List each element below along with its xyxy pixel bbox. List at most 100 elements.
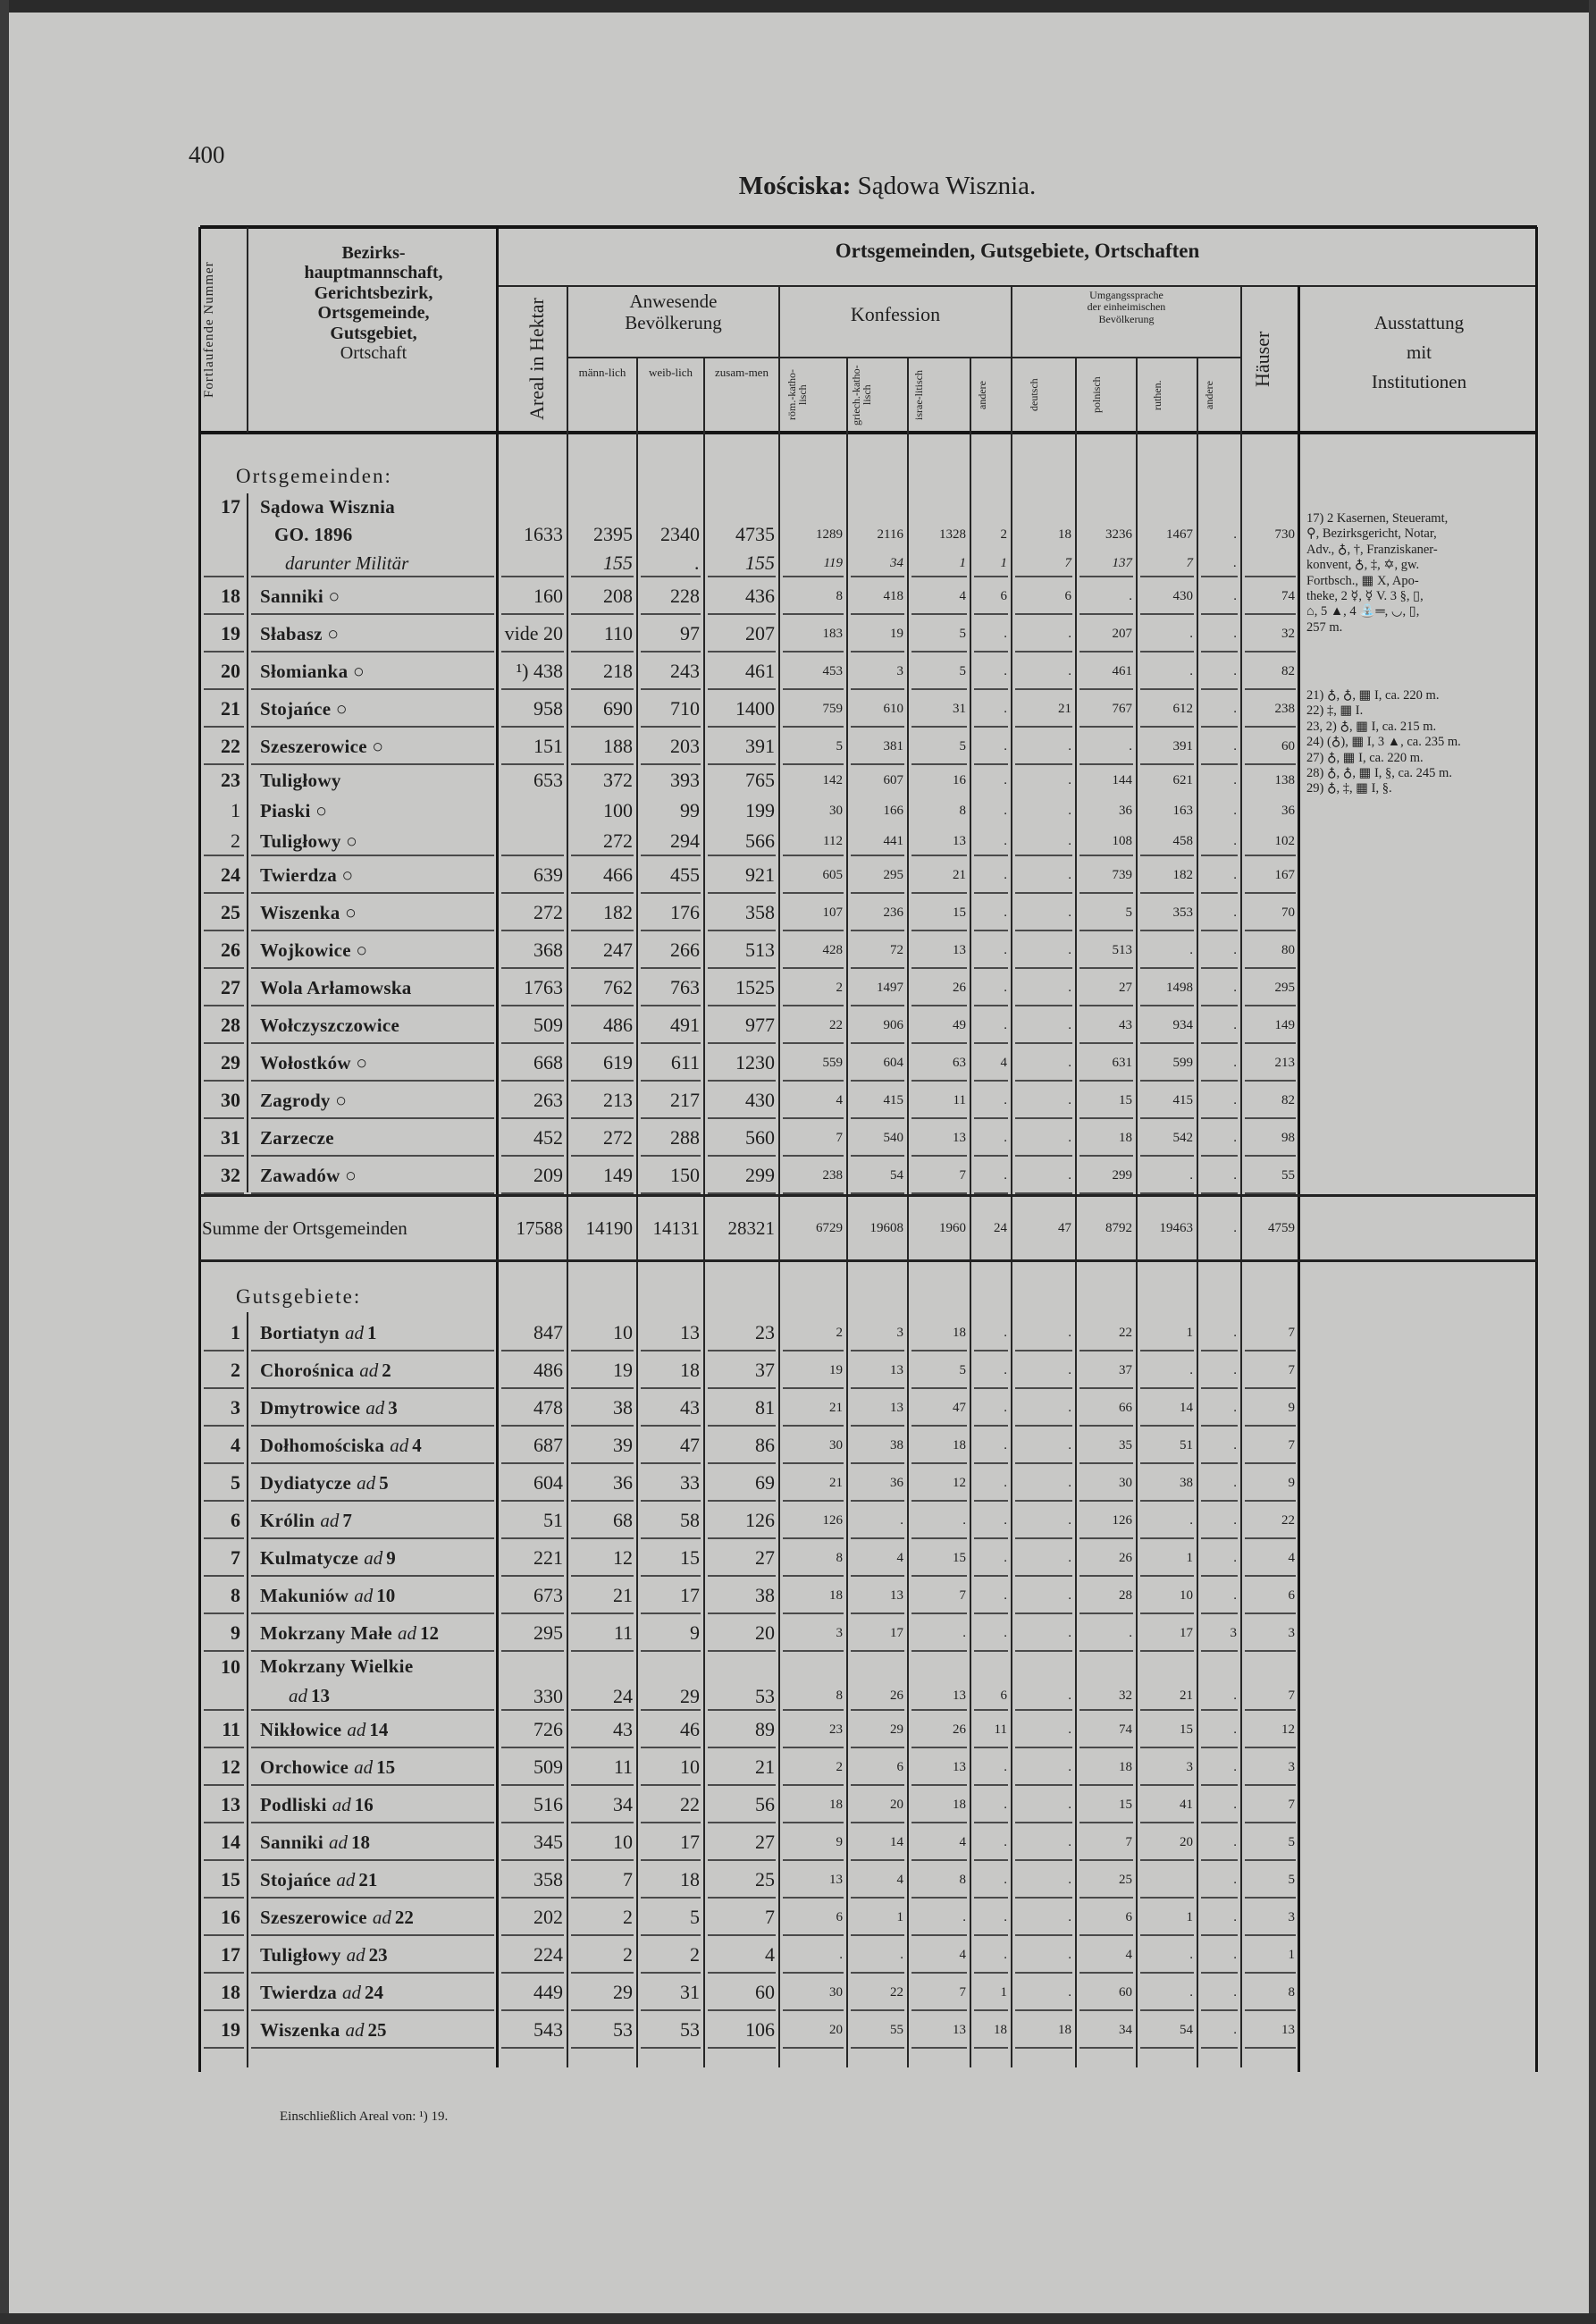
value-cell: 1 xyxy=(1137,1539,1197,1577)
value-cell: 6 xyxy=(847,1748,908,1786)
value-cell: 18 xyxy=(908,1314,970,1351)
header-ausstattung-line: Ausstattung xyxy=(1373,312,1465,333)
value-cell: 81 xyxy=(704,1389,779,1427)
value-cell xyxy=(1137,1652,1197,1681)
value-cell: 509 xyxy=(498,1748,567,1786)
value-cell: 14190 xyxy=(585,1217,634,1239)
value-cell: 150 xyxy=(637,1157,704,1194)
value-cell: 2340 xyxy=(660,523,700,545)
value-cell xyxy=(498,493,567,520)
value-cell: 452 xyxy=(498,1119,567,1157)
column-rule xyxy=(703,358,705,433)
header-israelitisch: israe-litisch xyxy=(912,370,925,420)
ad-number: 9 xyxy=(386,1546,396,1569)
ausstattung-line: 29) ♁, ‡, ▦ I, §. xyxy=(1306,781,1392,796)
value-cell: 5 xyxy=(1076,894,1137,931)
value-cell: 60 xyxy=(1241,728,1299,765)
value-cell: 207 xyxy=(1076,615,1137,653)
column-rule xyxy=(1535,227,1538,433)
value-cell: 22 xyxy=(1076,1314,1137,1351)
column-rule xyxy=(247,493,248,1192)
row-name: Stojańce ○ xyxy=(248,690,498,728)
ausstattung-line: konvent, ♁, ‡, ✡, gw. xyxy=(1306,558,1420,573)
value-cell: 8 xyxy=(1241,1974,1299,2011)
value-cell: 14 xyxy=(847,1823,908,1861)
value-cell: . xyxy=(970,826,1012,856)
value-cell: 1 xyxy=(847,1899,908,1936)
value-cell: 12 xyxy=(567,1539,637,1577)
value-cell: 491 xyxy=(637,1006,704,1044)
value-cell: 38 xyxy=(704,1577,779,1614)
value-cell: 144 xyxy=(1112,772,1133,787)
value-cell: 18 xyxy=(908,1786,970,1823)
row-number: 32 xyxy=(200,1157,248,1194)
value-cell xyxy=(1241,493,1299,520)
value-cell: 21 xyxy=(567,1577,637,1614)
value-cell: . xyxy=(1004,803,1007,818)
row-name: Dydiatycze ad 5 xyxy=(248,1464,498,1502)
header-konfession: Konfession xyxy=(850,303,941,325)
value-cell: 20 xyxy=(704,1614,779,1652)
row-name: Podliski ad 16 xyxy=(248,1786,498,1823)
place-name: Twierdza xyxy=(260,1981,337,2003)
value-cell: . xyxy=(970,728,1012,765)
table-row: 20 Słomianka ○ ¹) 438 218 243 461 453 3 5.. 461..… xyxy=(200,653,1537,690)
place-name: Słomianka ○ xyxy=(260,660,365,682)
row-number: 9 xyxy=(200,1614,248,1652)
value-cell: 1525 xyxy=(704,969,779,1006)
ad-label: ad xyxy=(336,1868,356,1890)
ad-number: 22 xyxy=(394,1906,414,1928)
value-cell: 2 xyxy=(779,1748,847,1786)
ausstattung-cell xyxy=(1299,1502,1537,1539)
value-cell: 6 xyxy=(1076,1899,1137,1936)
value-cell: 182 xyxy=(567,894,637,931)
value-cell: 213 xyxy=(567,1082,637,1119)
column-rule xyxy=(1011,286,1012,433)
ad-number: 25 xyxy=(367,2018,387,2041)
place-name: Wołostków ○ xyxy=(260,1051,368,1074)
row-number xyxy=(200,1681,248,1711)
ausstattung-cell xyxy=(1299,1861,1537,1899)
value-cell: 391 xyxy=(1137,728,1197,765)
value-cell: 4 xyxy=(970,1044,1012,1082)
value-cell: 213 xyxy=(1241,1044,1299,1082)
value-cell: 8 xyxy=(908,1861,970,1899)
header-sprache: Umgangssprache der einheimischen Bevölke… xyxy=(1012,289,1241,325)
value-cell: 330 xyxy=(498,1681,567,1711)
table-row: 30 Zagrody ○ 263 213 217 430 4 415 11.. 15 415. 82 xyxy=(200,1082,1537,1119)
row-name: Sądowa Wisznia xyxy=(248,493,498,520)
row-number: 24 xyxy=(200,856,248,894)
value-cell: 5 xyxy=(908,728,970,765)
value-cell: 53 xyxy=(637,2011,704,2049)
value-cell xyxy=(908,493,970,520)
row-number: 12 xyxy=(200,1748,248,1786)
value-cell: 368 xyxy=(498,931,567,969)
ausstattung-cell xyxy=(1299,1748,1537,1786)
value-cell: . xyxy=(1137,1351,1197,1389)
header-griech-kath: griech.-katho-lisch xyxy=(850,365,873,425)
value-cell: 7 xyxy=(779,1119,847,1157)
ad-label: ad xyxy=(357,1471,376,1494)
value-cell: . xyxy=(1233,803,1237,818)
value-cell: 110 xyxy=(567,615,637,653)
column-rule xyxy=(703,433,705,2067)
value-cell: 21 xyxy=(1012,690,1076,728)
value-cell: 31 xyxy=(637,1974,704,2011)
value-cell: 5 xyxy=(637,1899,704,1936)
value-cell: 7 xyxy=(908,1974,970,2011)
row-name: Dmytrowice ad 3 xyxy=(248,1389,498,1427)
value-cell: . xyxy=(1197,1119,1241,1157)
value-cell: 34 xyxy=(847,549,908,577)
ausstattung-cell xyxy=(1299,1044,1537,1082)
value-cell: 10 xyxy=(567,1314,637,1351)
value-cell: . xyxy=(970,1748,1012,1786)
value-cell: 607 xyxy=(883,772,904,787)
value-cell: 263 xyxy=(498,1082,567,1119)
value-cell: . xyxy=(1012,1614,1076,1652)
value-cell: 46 xyxy=(637,1711,704,1748)
table-row: 26 Wojkowice ○ 368 247 266 513 428 72 13.. 513.. 8… xyxy=(200,931,1537,969)
value-cell: 32 xyxy=(1241,615,1299,653)
value-cell: . xyxy=(1012,1861,1076,1899)
place-name: Wołczyszczowice xyxy=(260,1014,400,1036)
table-row: 22 Szeszerowice ○ 151 188 203 391 5 381 5... 391.… xyxy=(200,728,1537,765)
